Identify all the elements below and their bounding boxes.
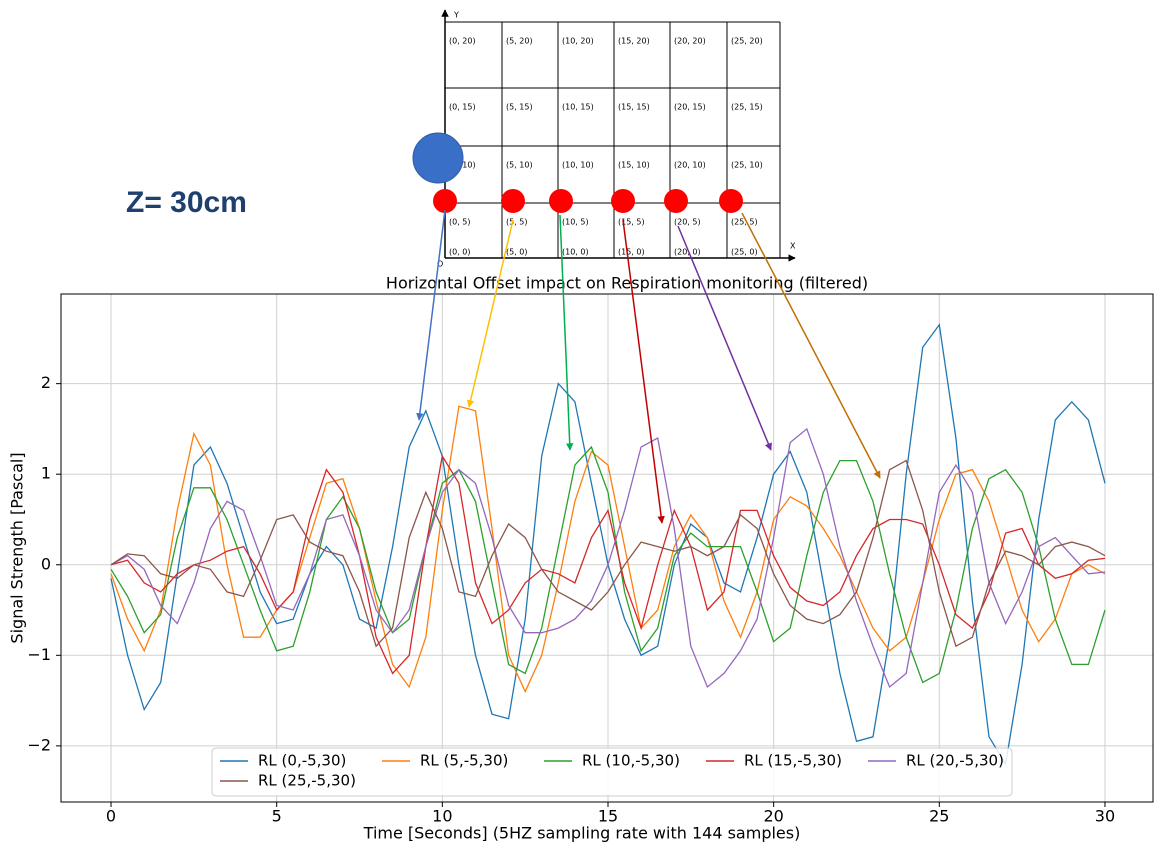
inset-cell-label: (25, 5) <box>731 218 758 227</box>
inset-cell-label: (15, 15) <box>618 103 650 112</box>
legend-box <box>211 747 1013 797</box>
inset-cell-label: (10, 5) <box>562 218 589 227</box>
arrows <box>416 209 881 524</box>
series-line <box>110 427 1106 689</box>
inset-cell-label: (0, 20) <box>449 37 476 46</box>
x-axis-label: Time [Seconds] (5HZ sampling rate with 1… <box>363 824 801 843</box>
legend-label: RL (5,-5,30) <box>420 752 508 770</box>
sensor-dot <box>719 189 743 213</box>
legend: RL (0,-5,30) RL (5,-5,30) RL (10,-5,30) RL … <box>211 747 1013 797</box>
legend-label: RL (25,-5,30) <box>258 772 356 790</box>
arrow <box>677 225 772 451</box>
inset-cell-label: (15, 20) <box>618 37 650 46</box>
sensor-dot <box>664 189 688 213</box>
legend-label: RL (0,-5,30) <box>258 752 346 770</box>
inset-cell-label: (25, 15) <box>731 103 763 112</box>
inset-cell-label: (0, 5) <box>449 218 471 227</box>
y-tick-label: −2 <box>27 735 51 754</box>
inset-cell-label: (20, 15) <box>674 103 706 112</box>
inset-cell-label: (5, 5) <box>506 218 528 227</box>
legend-label: RL (15,-5,30) <box>744 752 842 770</box>
inset-bg <box>430 5 800 270</box>
x-tick-label: 0 <box>106 807 116 826</box>
chart-title: Horizontal Offset impact on Respiration … <box>386 274 868 293</box>
y-tick-label: 2 <box>41 373 51 392</box>
inset-cell-label: (10, 20) <box>562 37 594 46</box>
inset-cell-label: (10, 15) <box>562 103 594 112</box>
plot-frame <box>60 293 1154 803</box>
arrow <box>416 209 446 421</box>
y-tick-label: 0 <box>41 554 51 573</box>
legend-label: RL (20,-5,30) <box>906 752 1004 770</box>
series-line <box>110 454 1106 675</box>
arrow <box>466 219 514 408</box>
arrow <box>741 212 881 479</box>
series-line <box>110 445 1106 684</box>
sensor-dot <box>549 189 573 213</box>
inset-cell-label: (20, 5) <box>674 218 701 227</box>
inset-cell-label: (5, 20) <box>506 37 533 46</box>
inset-cell-label: (15, 0) <box>618 248 645 257</box>
series-line <box>110 459 1106 648</box>
x-tick-label: 20 <box>763 807 783 826</box>
inset: Y X O (0, 20) (5, 20) (10, 20) (15, 20) (20, 20… <box>412 5 800 270</box>
inset-cell-label: (10, 0) <box>562 248 589 257</box>
inset-cell-label: (15, 5) <box>618 218 645 227</box>
inset-axis-label: Y <box>453 11 459 20</box>
arrow <box>559 214 574 451</box>
x-tick-label: 15 <box>598 807 618 826</box>
sensor-dot <box>433 189 457 213</box>
inset-cell-label: (0, 0) <box>449 248 471 257</box>
x-tick-label: 25 <box>929 807 949 826</box>
legend-label: RL (10,-5,30) <box>582 752 680 770</box>
x-tick-label: 30 <box>1095 807 1115 826</box>
inset-cell-label: (20, 20) <box>674 37 706 46</box>
inset-cell-label: (25, 20) <box>731 37 763 46</box>
y-axis-label: Signal Strength [Pascal] <box>8 452 27 643</box>
inset-cell-label: (10, 10) <box>562 161 594 170</box>
inset-cell-label: (5, 0) <box>506 248 528 257</box>
inset-cell-label: (0, 15) <box>449 103 476 112</box>
source-ball <box>412 132 464 184</box>
inset-cell-label: (20, 0) <box>674 248 701 257</box>
sensor-dot <box>611 189 635 213</box>
inset-cell-label: (5, 10) <box>506 161 533 170</box>
inset-cell-label: (25, 0) <box>731 248 758 257</box>
sensor-dot <box>501 189 525 213</box>
inset-cell-label: (5, 15) <box>506 103 533 112</box>
inset-cell-label: (20, 10) <box>674 161 706 170</box>
y-tick-label: −1 <box>27 645 51 664</box>
x-tick-label: 10 <box>432 807 452 826</box>
arrow <box>622 219 665 524</box>
x-tick-label: 5 <box>272 807 282 826</box>
y-tick-label: 1 <box>41 464 51 483</box>
inset-axis-label: O <box>437 260 443 269</box>
annotation: Z= 30cm <box>126 186 247 219</box>
inset-axis-label: X <box>790 242 796 251</box>
inset-cell-label: (15, 10) <box>618 161 650 170</box>
inset-cell-label: (25, 10) <box>731 161 763 170</box>
